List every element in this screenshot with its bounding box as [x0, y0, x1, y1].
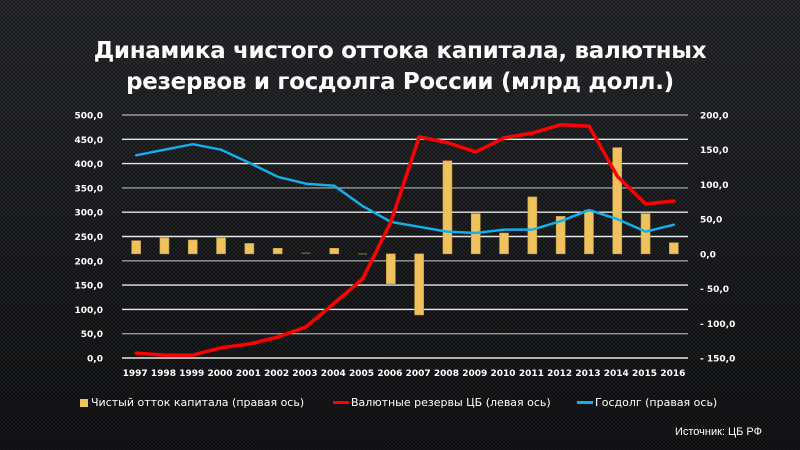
line-debt — [134, 142, 676, 235]
bar-2010 — [499, 232, 509, 255]
x-tick-label: 1997 — [123, 369, 148, 379]
x-tick-label: 1998 — [151, 369, 176, 379]
left-tick-label: 150,0 — [75, 282, 103, 292]
bar-2001 — [244, 243, 255, 255]
x-tick-label: 2010 — [491, 369, 516, 379]
legend-item-debt: Госдолг (правая ось) — [577, 396, 717, 409]
x-tick-label: 2005 — [349, 369, 374, 379]
bar-2016 — [669, 242, 679, 255]
legend-item-reserves: Валютные резервы ЦБ (левая ось) — [333, 396, 551, 409]
left-tick-label: 350,0 — [75, 184, 103, 194]
x-tick-label: 2016 — [660, 369, 685, 379]
x-tick-label: 1999 — [179, 369, 204, 379]
x-tick-label: 2012 — [547, 369, 572, 379]
right-tick-label: 150,0 — [700, 146, 728, 156]
left-axis-ticks: 0,0 50,0 100,0 150,0 200,0 250,0 300,0 350,0 400… — [75, 112, 103, 365]
legend: Чистый отток капитала (правая ось) Валют… — [0, 396, 800, 412]
bar-2006 — [386, 253, 396, 285]
bar-2005 — [358, 253, 368, 255]
bar-2015 — [640, 213, 651, 255]
right-tick-label: - 100,0 — [700, 320, 735, 330]
right-tick-label: - 50,0 — [700, 285, 729, 295]
x-tick-label: 2014 — [604, 369, 629, 379]
bar-2002 — [272, 248, 283, 255]
bar-2003 — [301, 252, 311, 254]
left-tick-label: 50,0 — [81, 330, 103, 340]
bar-series-capital-outflow — [131, 147, 679, 316]
x-tick-label: 2015 — [632, 369, 657, 379]
left-tick-label: 300,0 — [75, 209, 103, 219]
legend-swatch-line-red — [333, 401, 349, 404]
chart-title-line-2: резервов и госдолга России (млрд долл.) — [126, 69, 674, 95]
bar-2013 — [584, 209, 594, 255]
x-tick-label: 2006 — [377, 369, 402, 379]
right-axis-ticks: - 150,0 - 100,0 - 50,0 0,0 50,0 100,0 150,0 200… — [700, 112, 735, 365]
x-tick-label: 2004 — [321, 369, 346, 379]
right-tick-label: 50,0 — [700, 216, 722, 226]
x-tick-label: 2003 — [292, 369, 317, 379]
bar-2008 — [442, 160, 453, 255]
x-tick-label: 2009 — [462, 369, 487, 379]
left-tick-label: 500,0 — [75, 112, 103, 122]
source-note: Источник: ЦБ РФ — [674, 426, 762, 438]
x-tick-label: 2013 — [575, 369, 600, 379]
legend-swatch-bar — [80, 398, 88, 407]
bar-2011 — [527, 196, 538, 255]
x-tick-label: 2007 — [406, 369, 431, 379]
left-tick-label: 100,0 — [75, 306, 103, 316]
x-tick-label: 2001 — [236, 369, 261, 379]
bar-1998 — [159, 237, 170, 255]
x-tick-label: 2011 — [519, 369, 544, 379]
x-axis-ticks: 1997 1998 1999 2000 2001 2002 2003 2004 2005 2006… — [123, 369, 686, 379]
line-reserves — [134, 122, 676, 357]
left-tick-label: 200,0 — [75, 257, 103, 267]
right-tick-label: 200,0 — [700, 112, 728, 122]
left-tick-label: 250,0 — [75, 233, 103, 243]
chart-title: Динамика чистого оттока капитала, валютн… — [0, 36, 800, 98]
legend-label: Валютные резервы ЦБ (левая ось) — [351, 396, 551, 409]
legend-swatch-line-blue — [577, 401, 593, 404]
right-tick-label: - 150,0 — [700, 355, 735, 365]
left-tick-label: 400,0 — [75, 160, 103, 170]
left-tick-label: 450,0 — [75, 136, 103, 146]
legend-label: Госдолг (правая ось) — [595, 396, 718, 409]
right-tick-label: 0,0 — [700, 250, 716, 260]
bar-2012 — [555, 216, 566, 255]
x-tick-label: 2000 — [208, 369, 233, 379]
bar-2004 — [329, 248, 340, 255]
line-series — [134, 122, 676, 357]
chart-title-line-1: Динамика чистого оттока капитала, валютн… — [93, 38, 707, 64]
x-tick-label: 2002 — [264, 369, 289, 379]
legend-item-capital-outflow: Чистый отток капитала (правая ось) — [80, 396, 304, 409]
bar-1999 — [187, 239, 198, 255]
right-tick-label: 100,0 — [700, 181, 728, 191]
x-tick-label: 2008 — [434, 369, 459, 379]
legend-label: Чистый отток капитала (правая ось) — [91, 396, 305, 409]
left-tick-label: 0,0 — [87, 355, 103, 365]
bar-2014 — [612, 147, 623, 255]
bar-2000 — [216, 237, 226, 255]
bar-2007 — [414, 253, 424, 316]
bar-1997 — [131, 240, 141, 255]
